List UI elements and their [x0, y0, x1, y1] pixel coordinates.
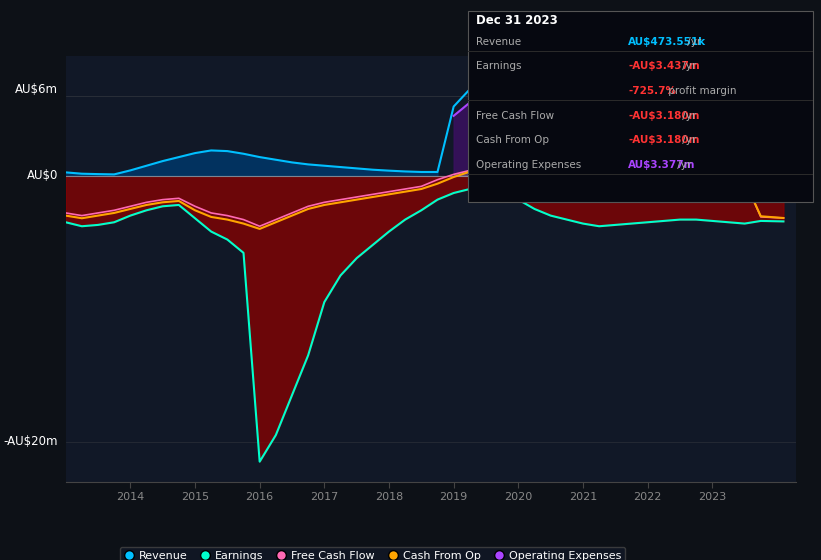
- Text: Earnings: Earnings: [476, 62, 521, 72]
- Text: Operating Expenses: Operating Expenses: [476, 160, 581, 170]
- Text: AU$3.377m: AU$3.377m: [628, 160, 695, 170]
- Text: -AU$3.437m: -AU$3.437m: [628, 62, 699, 72]
- Text: /yr: /yr: [679, 62, 696, 72]
- Text: /yr: /yr: [679, 111, 696, 121]
- Text: AU$6m: AU$6m: [16, 83, 58, 96]
- Text: -AU$20m: -AU$20m: [4, 435, 58, 448]
- Text: Dec 31 2023: Dec 31 2023: [476, 13, 558, 26]
- Text: Revenue: Revenue: [476, 37, 521, 47]
- Text: -AU$3.180m: -AU$3.180m: [628, 136, 699, 146]
- Text: /yr: /yr: [684, 37, 701, 47]
- Text: -725.7%: -725.7%: [628, 86, 676, 96]
- Text: AU$473.551k: AU$473.551k: [628, 37, 706, 47]
- Text: /yr: /yr: [679, 136, 696, 146]
- Text: AU$0: AU$0: [27, 169, 58, 182]
- Text: /yr: /yr: [674, 160, 691, 170]
- Text: profit margin: profit margin: [665, 86, 736, 96]
- Text: Cash From Op: Cash From Op: [476, 136, 549, 146]
- Text: Free Cash Flow: Free Cash Flow: [476, 111, 554, 121]
- Legend: Revenue, Earnings, Free Cash Flow, Cash From Op, Operating Expenses: Revenue, Earnings, Free Cash Flow, Cash …: [120, 547, 626, 560]
- Text: -AU$3.180m: -AU$3.180m: [628, 111, 699, 121]
